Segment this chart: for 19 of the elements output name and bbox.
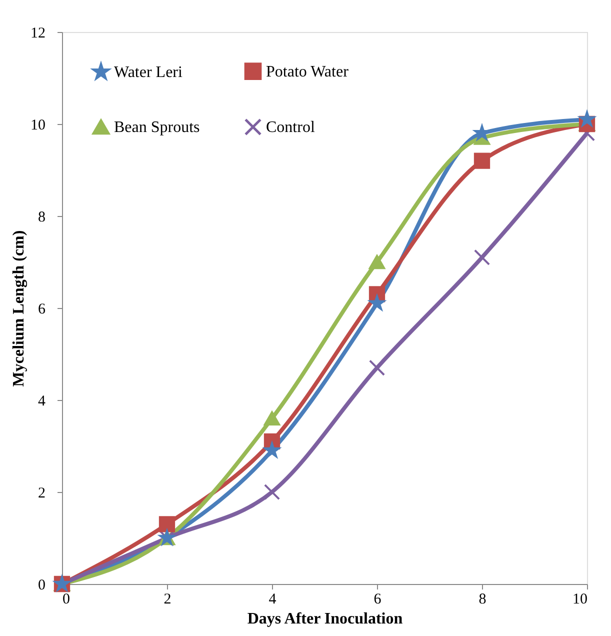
y-tick-label: 4: [38, 394, 46, 410]
y-tick-label: 6: [38, 302, 46, 318]
x-tick-label: 8: [478, 592, 486, 608]
x-axis-title: Days After Inoculation: [247, 610, 403, 628]
x-tick-label: 4: [268, 592, 277, 608]
legend-label: Control: [266, 119, 316, 136]
legend-label: Potato Water: [266, 63, 350, 80]
x-tick-label: 0: [62, 592, 70, 608]
y-axis-title: Mycelium Length (cm): [10, 230, 28, 387]
y-tick-label: 10: [30, 118, 46, 134]
legend-label: Water Leri: [114, 64, 183, 81]
x-tick-label: 2: [164, 592, 172, 608]
y-tick-label: 12: [30, 26, 46, 42]
y-tick-label: 0: [38, 578, 46, 594]
x-tick-label: 10: [572, 592, 588, 608]
y-tick-label: 2: [38, 486, 46, 502]
x-tick-label: 6: [374, 592, 382, 608]
y-tick-label: 8: [38, 210, 46, 226]
legend-label: Bean Sprouts: [114, 119, 200, 136]
